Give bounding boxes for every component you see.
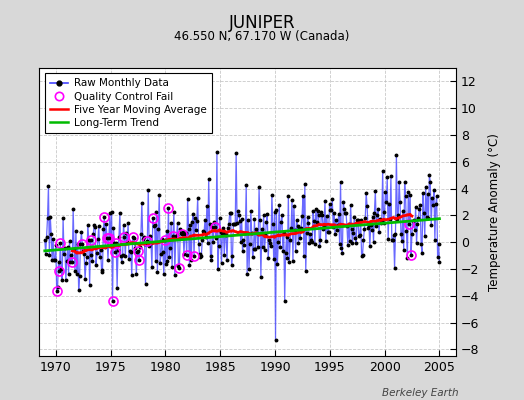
Text: Berkeley Earth: Berkeley Earth xyxy=(382,388,458,398)
Text: JUNIPER: JUNIPER xyxy=(228,14,296,32)
Legend: Raw Monthly Data, Quality Control Fail, Five Year Moving Average, Long-Term Tren: Raw Monthly Data, Quality Control Fail, … xyxy=(45,73,212,133)
Y-axis label: Temperature Anomaly (°C): Temperature Anomaly (°C) xyxy=(487,133,500,291)
Text: 46.550 N, 67.170 W (Canada): 46.550 N, 67.170 W (Canada) xyxy=(174,30,350,43)
